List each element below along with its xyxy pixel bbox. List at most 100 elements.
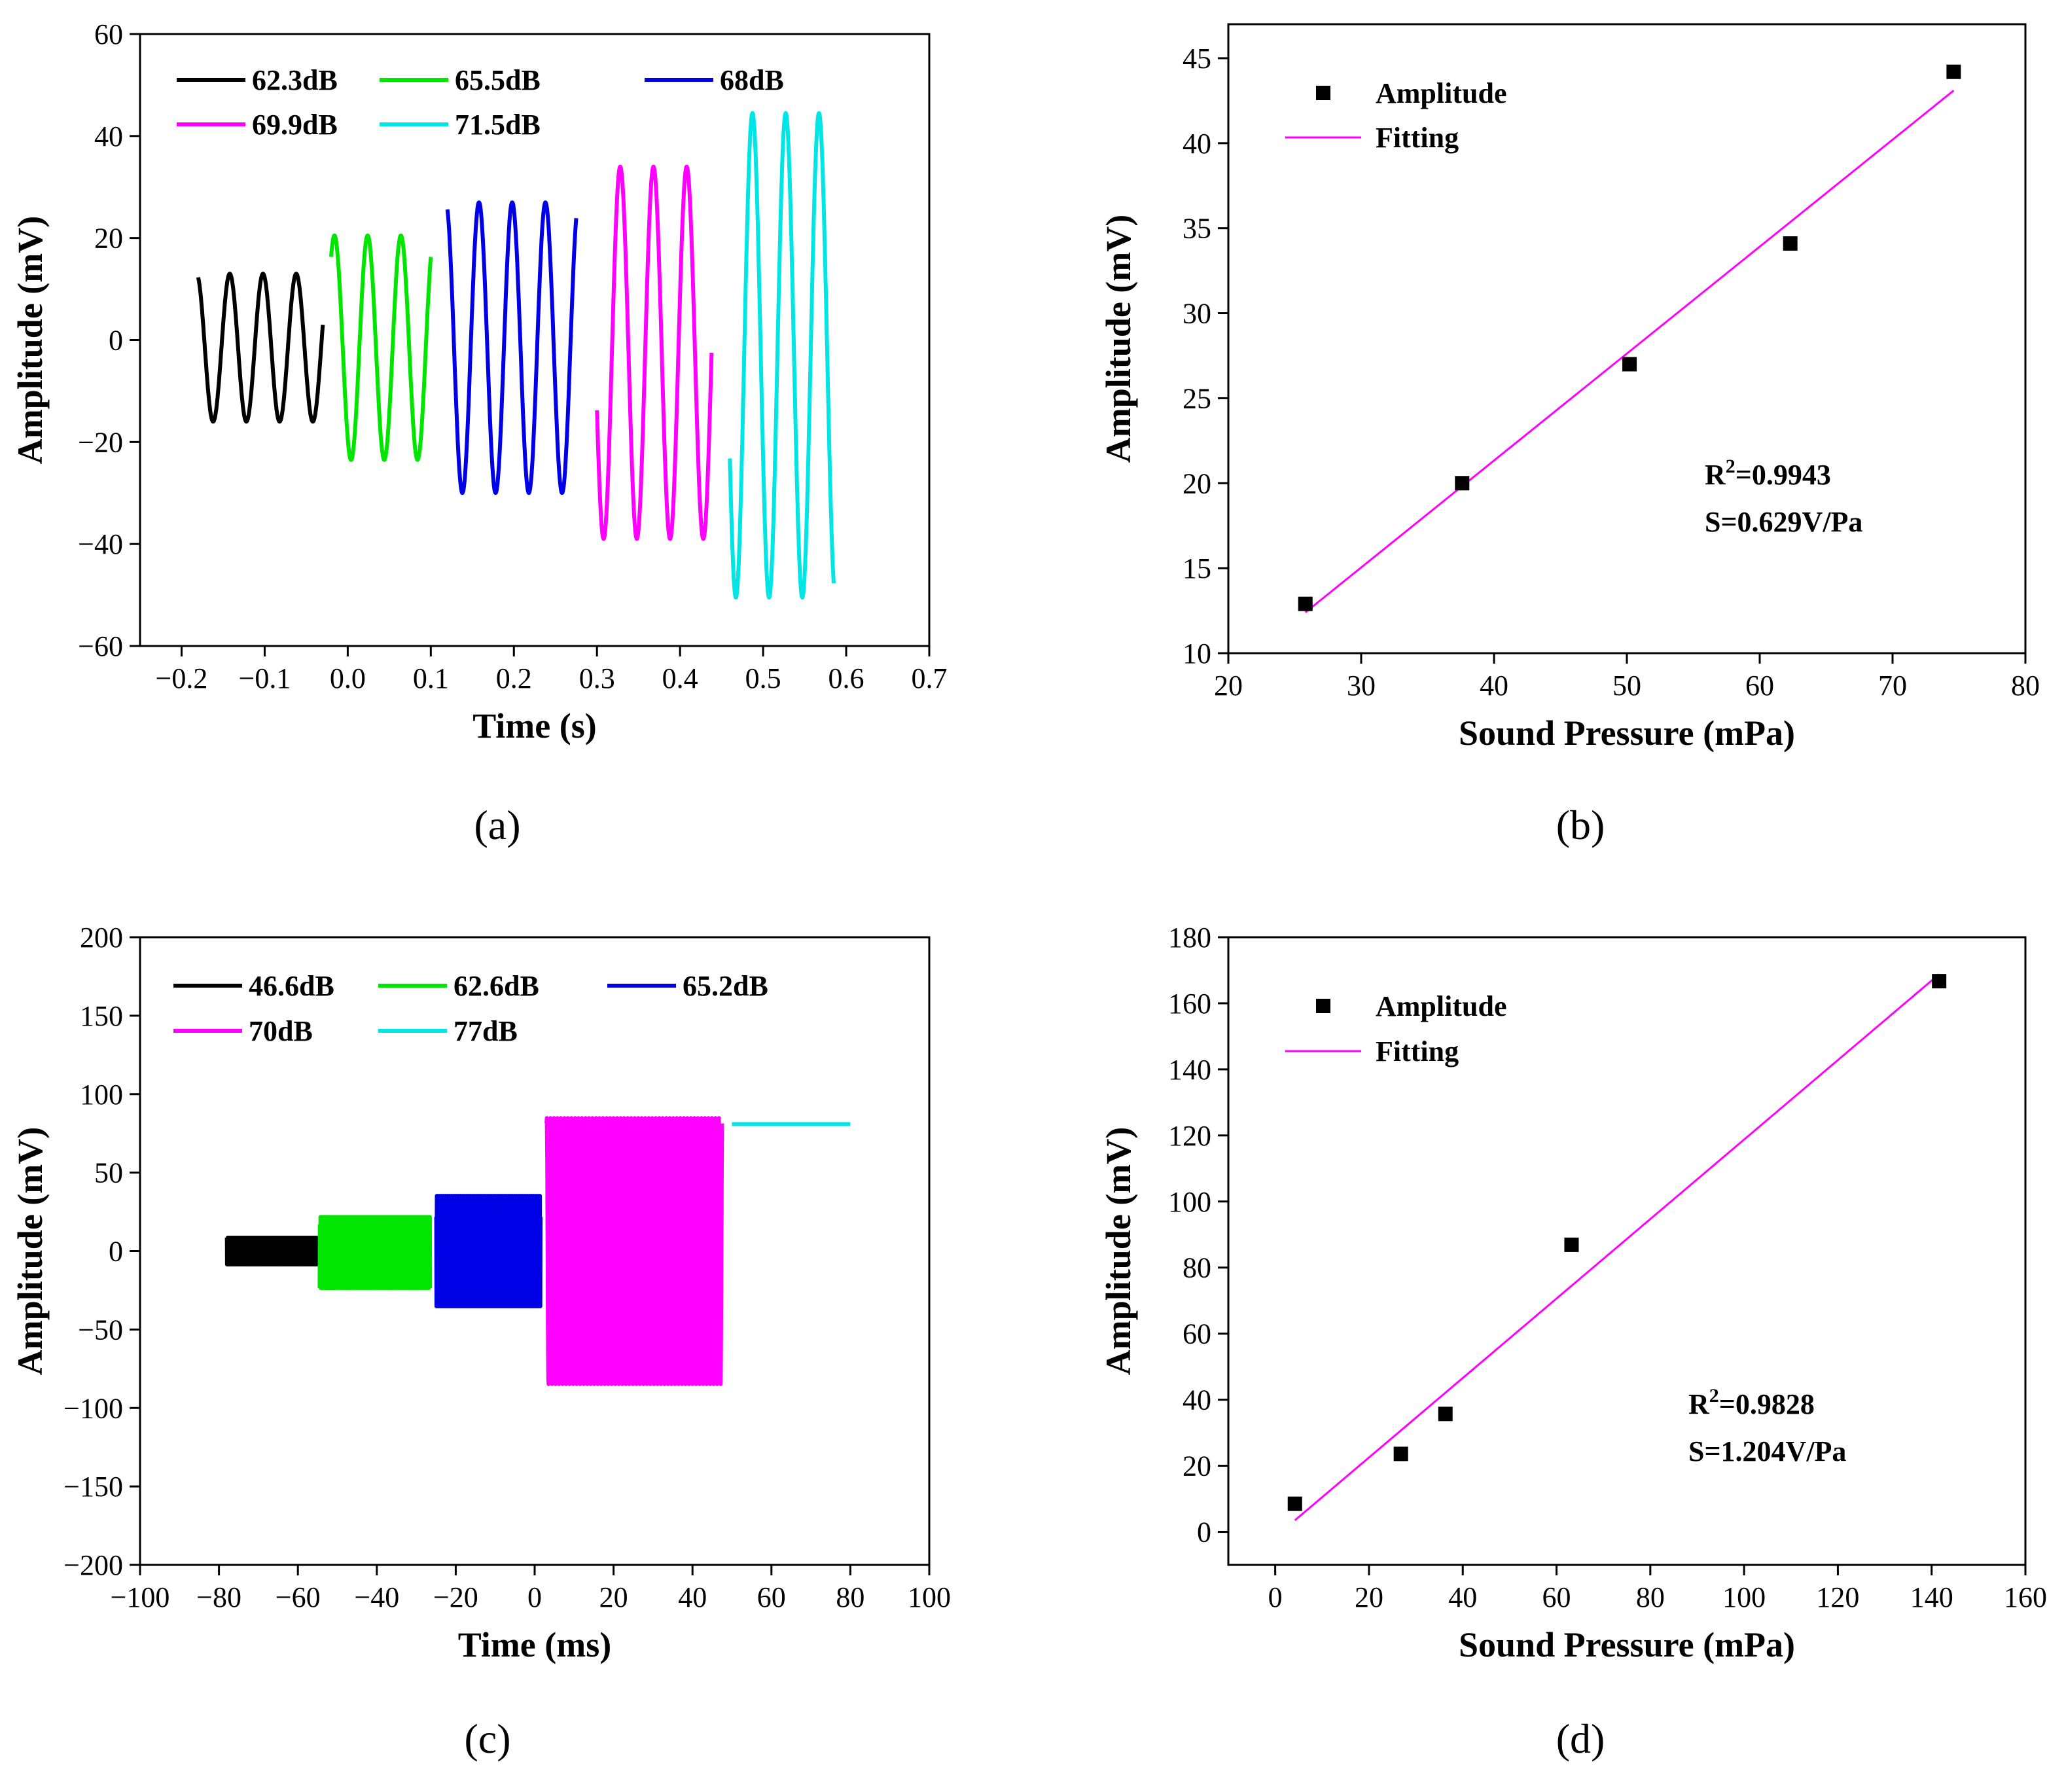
- x-tick-label: 70: [1878, 670, 1907, 702]
- panel-2: 20 30 40 50 60 70 80 10 15 20 25 30 35 40 45 Sound Pres…: [1099, 23, 2040, 848]
- y-tick-label: 35: [1183, 213, 1211, 245]
- x-tick-label: 20: [1214, 670, 1243, 702]
- x-tick-label: 0.5: [745, 662, 781, 694]
- y-tick-label: 20: [1183, 467, 1211, 499]
- series-line-65.5dB: [329, 233, 433, 462]
- legend-label: 69.9dB: [252, 109, 338, 141]
- legend-label: 65.5dB: [455, 64, 541, 96]
- r-squared-base: R: [1688, 1388, 1710, 1420]
- x-tick-label: 100: [1722, 1581, 1766, 1613]
- data-point: [1783, 236, 1798, 251]
- y-tick-label: 40: [94, 120, 123, 152]
- y-tick-label: −40: [78, 528, 123, 560]
- y-tick-label: 15: [1183, 552, 1211, 584]
- y-tick-label: 60: [1183, 1318, 1211, 1350]
- x-tick-label: 50: [1612, 670, 1641, 702]
- r-squared-annotation: R2=0.9828: [1688, 1385, 1815, 1420]
- legend-label: 70dB: [249, 1015, 313, 1047]
- legend-label: 68dB: [720, 64, 784, 96]
- x-tick-label: 80: [1636, 1581, 1665, 1613]
- r-squared-superscript: 2: [1726, 456, 1736, 477]
- x-tick-label: 40: [1480, 670, 1508, 702]
- y-axis-label: Amplitude (mV): [1099, 215, 1138, 463]
- series-line-68dB: [445, 200, 578, 495]
- y-tick-label: −60: [78, 630, 123, 662]
- y-axis-label: Amplitude (mV): [10, 216, 50, 464]
- series-line-71.5dB: [728, 111, 836, 600]
- r-squared-base: R: [1705, 459, 1726, 491]
- y-tick-label: 160: [1168, 988, 1211, 1020]
- data-point: [1455, 476, 1470, 491]
- x-tick-label: 20: [599, 1581, 628, 1613]
- x-tick-label: −100: [111, 1581, 170, 1613]
- plot-frame: [1227, 23, 2027, 654]
- y-tick-label: 0: [109, 1236, 123, 1268]
- x-tick-label: −40: [354, 1581, 399, 1613]
- x-tick-label: −0.1: [239, 662, 291, 694]
- y-tick-label: 25: [1183, 382, 1211, 414]
- x-tick-label: 0.3: [579, 662, 615, 694]
- y-axis-label: Amplitude (mV): [1099, 1127, 1138, 1375]
- y-tick-label: 120: [1168, 1120, 1211, 1152]
- legend-marker: [1316, 86, 1330, 100]
- y-tick-label: 150: [80, 1000, 123, 1032]
- x-tick-label: 60: [1745, 670, 1774, 702]
- series-line-65.2dB: [434, 1194, 543, 1308]
- y-tick-label: 50: [94, 1157, 123, 1189]
- x-tick-label: 100: [908, 1581, 951, 1613]
- panel-4: 0 20 40 60 80 100 120 140 160 0 20 40 60 80 100 120 140 1…: [1099, 922, 2047, 1762]
- y-tick-label: −50: [78, 1314, 123, 1346]
- data-point: [1298, 596, 1313, 611]
- panel-label: (b): [1556, 802, 1605, 848]
- series-line-62.3dB: [196, 272, 325, 424]
- legend-label: 46.6dB: [249, 970, 334, 1002]
- y-tick-label: 40: [1183, 128, 1211, 160]
- y-tick-label: 200: [80, 922, 123, 954]
- panel-label: (a): [474, 802, 520, 848]
- data-point: [1287, 1496, 1302, 1511]
- y-tick-label: 0: [1197, 1516, 1211, 1549]
- data-point: [1438, 1407, 1453, 1422]
- x-tick-label: 0.4: [662, 662, 698, 694]
- x-tick-label: 40: [1448, 1581, 1477, 1613]
- y-tick-label: −200: [63, 1549, 123, 1581]
- y-tick-label: −100: [63, 1392, 123, 1424]
- y-axis-label: Amplitude (mV): [10, 1127, 50, 1375]
- sensitivity-annotation: S=0.629V/Pa: [1705, 506, 1862, 538]
- r-squared-superscript: 2: [1709, 1385, 1719, 1407]
- y-tick-label: 80: [1183, 1252, 1211, 1284]
- x-tick-label: 30: [1347, 670, 1376, 702]
- x-axis-label: Sound Pressure (mPa): [1459, 713, 1795, 753]
- x-tick-label: 40: [678, 1581, 707, 1613]
- panel-label: (d): [1556, 1715, 1605, 1762]
- legend-label: 71.5dB: [455, 109, 541, 141]
- data-point: [1932, 974, 1947, 989]
- x-tick-label: 20: [1355, 1581, 1383, 1613]
- panel-3: −100 −80 −60 −40 −20 0 20 40 60 80 100−200−150−100…: [10, 922, 951, 1762]
- x-tick-label: 80: [836, 1581, 864, 1613]
- data-point: [1946, 64, 1961, 79]
- x-tick-label: 120: [1816, 1581, 1859, 1613]
- x-tick-label: 140: [1910, 1581, 1953, 1613]
- panel-1: −0.2 −0.1 0.0 0.1 0.2 0.3 0.4 0.5 0.6 0.7 −60 −40 −2…: [10, 18, 948, 848]
- legend-label: 62.3dB: [252, 64, 338, 96]
- legend-label: 65.2dB: [683, 970, 768, 1002]
- y-tick-label: −150: [63, 1471, 123, 1503]
- x-tick-label: −0.2: [156, 662, 208, 694]
- y-tick-label: 30: [1183, 298, 1211, 330]
- series-line-69.9dB: [595, 164, 714, 541]
- fit-line: [1294, 973, 1940, 1522]
- y-tick-label: 10: [1183, 637, 1211, 670]
- y-tick-label: 0: [109, 325, 123, 357]
- y-tick-label: 60: [94, 18, 123, 50]
- x-tick-label: 60: [757, 1581, 786, 1613]
- x-tick-label: 160: [2004, 1581, 2047, 1613]
- series-line-70dB: [544, 1116, 724, 1386]
- series-line-62.6dB: [317, 1215, 433, 1290]
- x-axis-label: Sound Pressure (mPa): [1459, 1625, 1795, 1664]
- x-axis-label: Time (ms): [458, 1625, 611, 1664]
- x-tick-label: 80: [2011, 670, 2040, 702]
- x-axis-label: Time (s): [472, 706, 596, 745]
- x-tick-label: 0: [1268, 1581, 1283, 1613]
